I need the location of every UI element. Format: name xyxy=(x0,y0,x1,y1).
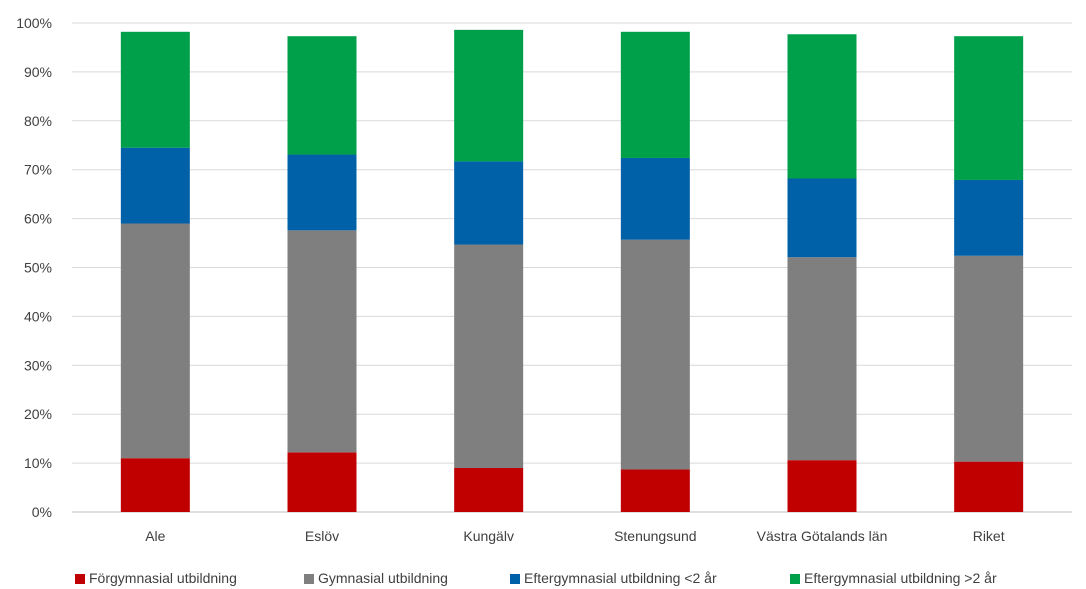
y-tick-label: 90% xyxy=(24,64,52,80)
legend-label: Förgymnasial utbildning xyxy=(89,570,237,586)
x-tick-label: Riket xyxy=(973,528,1005,544)
y-tick-label: 0% xyxy=(32,504,52,520)
legend-swatch xyxy=(75,574,85,584)
x-tick-label: Stenungsund xyxy=(614,528,697,544)
bar-segment xyxy=(620,239,690,470)
bar-segment xyxy=(954,461,1024,512)
x-tick-label: Ale xyxy=(145,528,165,544)
bar-segment xyxy=(787,460,857,512)
legend-swatch xyxy=(304,574,314,584)
y-tick-label: 100% xyxy=(16,15,52,31)
y-tick-label: 70% xyxy=(24,162,52,178)
x-tick-label: Västra Götalands län xyxy=(757,528,888,544)
y-axis: 0% 10% 20% 30% 40% 50% 60% 70% 80% 90% 100% xyxy=(16,15,52,520)
gridlines xyxy=(72,22,1072,513)
y-tick-label: 20% xyxy=(24,406,52,422)
y-tick-label: 80% xyxy=(24,113,52,129)
bar-segment xyxy=(120,31,190,148)
bar-segment xyxy=(954,255,1024,462)
legend-item: Gymnasial utbildning xyxy=(304,570,448,586)
bar-segment xyxy=(954,36,1024,180)
y-tick-label: 60% xyxy=(24,211,52,227)
legend-item: Eftergymnasial utbildning >2 år xyxy=(790,570,997,586)
bar-segment xyxy=(287,452,357,512)
bar-segment xyxy=(287,36,357,155)
legend-label: Eftergymnasial utbildning >2 år xyxy=(804,570,997,586)
bar-segment xyxy=(120,147,190,224)
legend-item: Förgymnasial utbildning xyxy=(75,570,237,586)
y-tick-label: 50% xyxy=(24,260,52,276)
bar-segment xyxy=(620,157,690,240)
bar-segment xyxy=(454,467,524,512)
x-tick-label: Kungälv xyxy=(463,528,514,544)
y-tick-label: 30% xyxy=(24,357,52,373)
x-axis: Ale Eslöv Kungälv Stenungsund Västra Götalan… xyxy=(145,528,1005,544)
bar-segment xyxy=(620,469,690,512)
bar-segment xyxy=(954,179,1024,256)
bar-segment xyxy=(454,161,524,245)
legend-label: Gymnasial utbildning xyxy=(318,570,448,586)
bar-segment xyxy=(287,154,357,231)
bar-segment xyxy=(454,29,524,162)
legend-label: Eftergymnasial utbildning <2 år xyxy=(524,570,717,586)
bar-segment xyxy=(787,178,857,258)
bar-segment xyxy=(120,458,190,512)
y-tick-label: 10% xyxy=(24,455,52,471)
y-tick-label: 40% xyxy=(24,308,52,324)
bar-segment xyxy=(620,31,690,158)
legend-swatch xyxy=(790,574,800,584)
legend: Förgymnasial utbildning Gymnasial utbildn… xyxy=(75,570,997,586)
legend-swatch xyxy=(510,574,520,584)
bars xyxy=(120,29,1024,512)
bar-segment xyxy=(120,223,190,459)
bar-segment xyxy=(787,34,857,179)
bar-segment xyxy=(787,257,857,461)
x-tick-label: Eslöv xyxy=(305,528,339,544)
bar-segment xyxy=(287,230,357,453)
legend-item: Eftergymnasial utbildning <2 år xyxy=(510,570,717,586)
bar-segment xyxy=(454,244,524,468)
